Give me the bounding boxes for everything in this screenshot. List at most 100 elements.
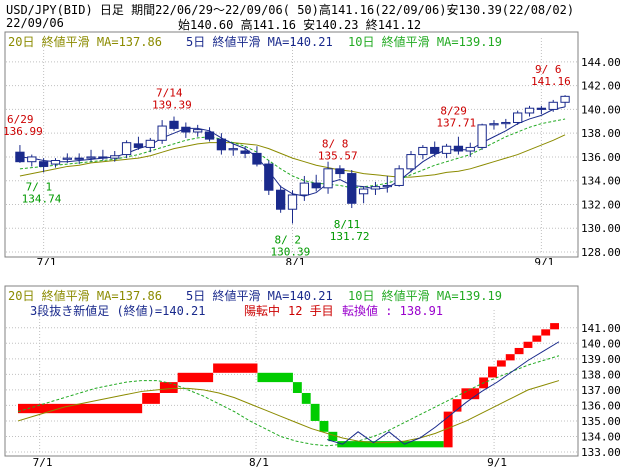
brick-up (159, 382, 178, 393)
annotation-value: 134.74 (22, 192, 62, 205)
y-tick-label: 128.00 (581, 246, 621, 259)
candle-body (513, 112, 523, 123)
candle-body (133, 143, 144, 148)
y-tick-label: 134.00 (581, 175, 621, 188)
top-y-axis: 128.00 130.00 132.00 134.00 136.00 138.00 140.… (581, 56, 621, 259)
y-tick-label: 140.00 (581, 103, 621, 116)
candle-body (501, 121, 511, 125)
brick-up (496, 360, 506, 367)
candle-body (477, 124, 487, 148)
annotation-value: 141.16 (531, 75, 571, 88)
bottom-legend-ma5: 5日 終値平滑 MA=140.21 (186, 288, 333, 303)
header-summary: USD/JPY(BID) 日足 期間22/06/29～22/09/06( 50)… (6, 3, 575, 17)
bottom-y-axis: 133.00 134.00 135.00 136.00 137.00 138.00 139.… (581, 322, 621, 459)
brick-up (177, 372, 214, 383)
y-tick-label: 137.00 (581, 384, 621, 397)
annotation-date: 8/11 (334, 218, 361, 231)
candle-body (453, 145, 464, 152)
y-tick-label: 130.00 (581, 222, 621, 235)
candle-body (240, 150, 250, 154)
candle-body (441, 145, 452, 154)
ma20-line (17, 380, 560, 444)
candle-body (299, 182, 309, 196)
candle-body (311, 182, 321, 189)
candle-body (560, 95, 570, 103)
candle-body (169, 120, 179, 129)
x-tick-label: 9/1 (534, 256, 554, 265)
candle-body (418, 146, 428, 156)
kagi-chart: 133.00 134.00 135.00 136.00 137.00 138.00 139.… (4, 285, 621, 469)
y-tick-label: 135.00 (581, 415, 621, 428)
kagi-reversal: 転換値 : 138.91 (342, 303, 443, 318)
annotation-value: 139.39 (152, 99, 192, 112)
kagi-info: 3段抜き新値足 (終値)=140.21 (30, 303, 205, 318)
candle-body (465, 146, 475, 152)
brick-down (292, 382, 302, 393)
brick-down (328, 431, 338, 442)
ma20-line (19, 134, 566, 178)
y-tick-label: 140.00 (581, 337, 621, 350)
candle-body (121, 142, 132, 156)
y-tick-label: 138.00 (581, 127, 621, 140)
brick-down (301, 392, 311, 404)
brick-up (213, 363, 258, 373)
candle-body (204, 131, 215, 140)
top-legend: 20日 終値平滑 MA=137.86 5日 終値平滑 MA=140.21 10日… (8, 34, 502, 49)
candle-body (181, 126, 191, 133)
brick-up (523, 341, 533, 348)
legend-ma20: 20日 終値平滑 MA=137.86 (8, 34, 162, 49)
ma10-line (17, 355, 560, 447)
ma5-line (326, 341, 560, 445)
annotation-date: 6/29 (7, 113, 34, 126)
bottom-legend-ma20: 20日 終値平滑 MA=137.86 (8, 288, 162, 303)
candlestick-chart: 128.00 130.00 132.00 134.00 136.00 138.00 140.… (3, 31, 621, 265)
bottom-x-axis: 7/1 8/1 9/1 (33, 456, 507, 469)
candle-body (74, 157, 84, 160)
kagi-bricks (18, 323, 559, 448)
brick-up (18, 403, 143, 414)
kagi-count: 12 手目 (288, 304, 334, 318)
y-tick-label: 136.00 (581, 151, 621, 164)
candle-body (216, 138, 227, 151)
candle-body (38, 161, 49, 167)
y-tick-label: 144.00 (581, 56, 621, 69)
y-tick-label: 136.00 (581, 399, 621, 412)
candle-body (370, 186, 381, 190)
brick-up (443, 411, 453, 448)
brick-up (505, 354, 515, 361)
top-x-axis: 7/1 8/1 9/1 (37, 256, 555, 265)
candle-body (50, 160, 61, 165)
brick-up (488, 366, 497, 378)
candle-body (27, 156, 37, 163)
brick-up (461, 388, 480, 400)
candle-body (489, 123, 499, 126)
chart-header: USD/JPY(BID) 日足 期間22/06/29～22/09/06( 50)… (0, 0, 624, 32)
brick-up (452, 399, 462, 412)
brick-up (550, 323, 559, 330)
candle-body (394, 168, 404, 186)
candle-body (15, 151, 25, 163)
candle-body (86, 156, 96, 159)
brick-down (257, 372, 293, 383)
annotation-value: 137.71 (436, 117, 476, 130)
annotation-date: 7/14 (156, 87, 183, 100)
candle-body (252, 152, 262, 165)
header-date: 22/09/06 (6, 16, 64, 30)
candle-body (548, 101, 558, 110)
annotation-value: 135.57 (318, 149, 358, 162)
x-tick-label: 7/1 (37, 256, 57, 265)
bottom-plot-area (4, 285, 579, 457)
annotation-value: 131.72 (330, 230, 370, 243)
brick-up (532, 335, 542, 342)
x-tick-label: 7/1 (33, 456, 53, 469)
candle-body (145, 139, 155, 148)
y-tick-label: 139.00 (581, 353, 621, 366)
candle-body (228, 148, 238, 151)
candle-body (98, 156, 108, 159)
kagi-status: 陽転中 (244, 303, 280, 318)
x-tick-label: 8/1 (249, 456, 269, 469)
brick-down (337, 441, 444, 448)
ma10-line (19, 118, 566, 189)
annotation-value: 130.39 (271, 245, 311, 258)
brick-down (310, 403, 320, 421)
